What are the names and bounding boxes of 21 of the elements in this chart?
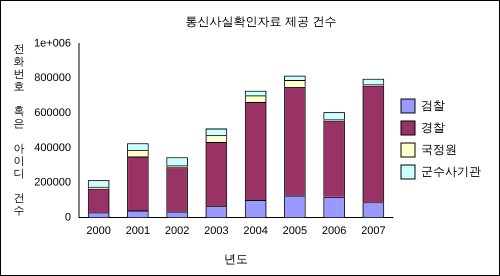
y-tick-label: 1e+006 bbox=[34, 37, 72, 50]
y-tick-label: 400000 bbox=[34, 142, 72, 154]
legend-label: 경찰 bbox=[421, 120, 445, 134]
x-tick-label: 2005 bbox=[282, 225, 308, 238]
x-tick-label: 2001 bbox=[126, 225, 150, 238]
legend-label: 검찰 bbox=[421, 98, 445, 112]
x-tick-label: 2003 bbox=[204, 225, 229, 238]
x-tick-label: 2002 bbox=[164, 225, 190, 238]
x-tick-label: 2004 bbox=[243, 225, 268, 238]
y-tick-label: 600000 bbox=[34, 107, 72, 120]
chart-title: 통신사실확인자료 제공 건수 bbox=[186, 14, 336, 29]
x-tick-label: 2007 bbox=[361, 225, 386, 238]
legend-label: 군수사기관 bbox=[421, 164, 481, 178]
text: 전화번호 혹은 아이디 건수 bbox=[14, 42, 24, 218]
y-tick-label: 0 bbox=[64, 211, 72, 224]
y-tick-label: 200000 bbox=[34, 176, 72, 189]
y-tick-label: 800000 bbox=[34, 72, 72, 84]
x-tick-label: 2006 bbox=[322, 225, 346, 238]
legend-label: 국정원 bbox=[421, 142, 457, 156]
x-tick-label: 2000 bbox=[86, 225, 111, 238]
x-axis-title: 년도 bbox=[224, 252, 248, 266]
